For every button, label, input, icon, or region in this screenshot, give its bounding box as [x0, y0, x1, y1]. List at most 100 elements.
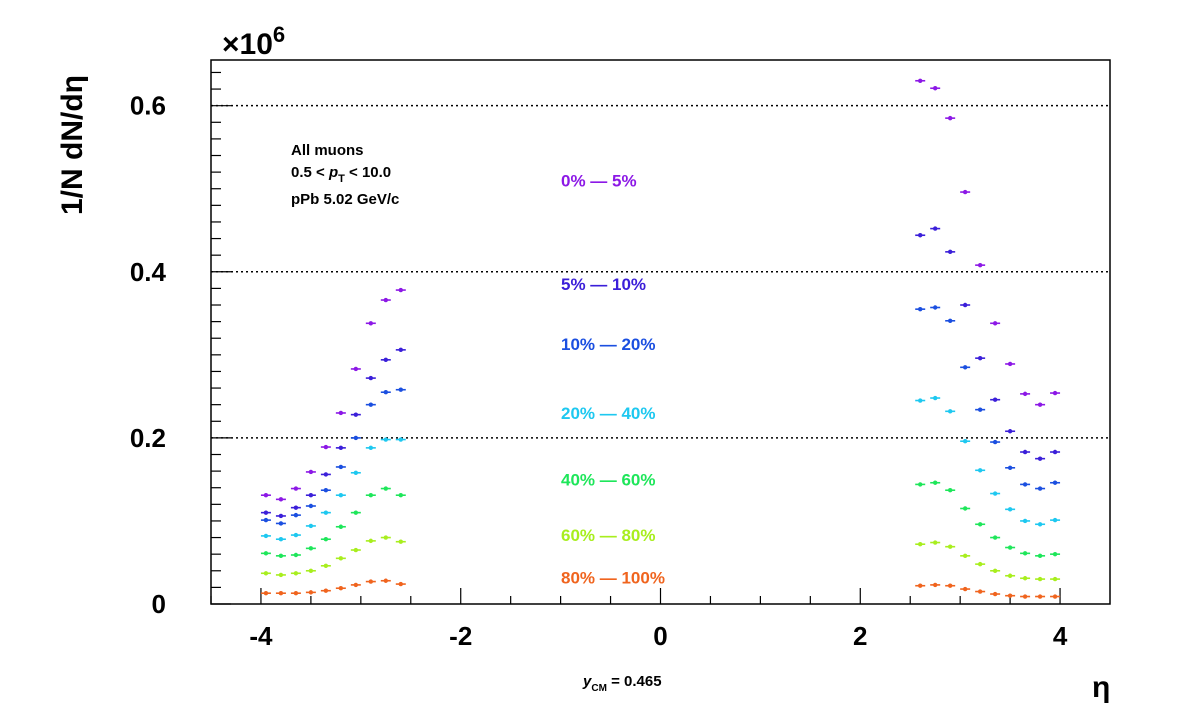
data-point — [323, 444, 329, 450]
data-point — [1022, 594, 1028, 599]
data-point — [263, 533, 269, 539]
data-point — [308, 523, 314, 529]
data-point — [278, 521, 284, 526]
data-point — [308, 503, 314, 509]
data-point — [308, 546, 314, 551]
data-point — [1052, 480, 1058, 485]
data-point — [398, 493, 403, 498]
data-point — [1037, 553, 1043, 559]
data-point — [383, 437, 389, 442]
data-point — [1007, 573, 1013, 578]
data-point — [293, 505, 299, 510]
data-point — [1022, 482, 1028, 487]
data-point — [947, 115, 953, 121]
axis-ticks — [210, 71, 1061, 605]
data-point — [1037, 576, 1043, 582]
data-point — [293, 552, 299, 558]
data-point — [323, 510, 329, 515]
data-point — [398, 287, 403, 293]
data-point — [992, 568, 998, 573]
data-point — [977, 561, 983, 567]
data-point — [383, 390, 389, 395]
data-point — [932, 540, 938, 545]
data-point — [353, 510, 359, 515]
data-point — [962, 189, 968, 195]
y-tick-label: 0 — [152, 589, 166, 619]
data-point — [353, 412, 359, 417]
data-point — [353, 547, 359, 553]
data-point — [1007, 429, 1013, 434]
data-point — [368, 321, 374, 326]
data-point — [338, 586, 344, 591]
data-point — [263, 493, 269, 498]
data-point — [383, 535, 389, 540]
data-point — [278, 513, 284, 519]
annotation-collision-system: pPb 5.02 GeV/c — [291, 191, 399, 208]
data-point — [947, 583, 953, 588]
data-point — [1007, 507, 1013, 512]
data-point — [293, 532, 299, 538]
data-point — [992, 535, 998, 540]
data-point — [1052, 517, 1058, 523]
data-point — [977, 355, 983, 361]
series-label: 60% — 80% — [561, 526, 656, 545]
data-point — [932, 86, 938, 91]
x-axis-label: η — [1092, 671, 1110, 704]
data-point — [1022, 449, 1028, 455]
data-point — [353, 470, 359, 475]
data-point — [323, 472, 329, 477]
data-point — [263, 591, 269, 596]
data-point — [1052, 576, 1058, 582]
data-point — [1037, 522, 1043, 527]
data-point — [353, 582, 359, 588]
data-point — [992, 491, 998, 496]
data-point — [918, 583, 923, 588]
data-point — [398, 347, 403, 353]
data-point — [383, 578, 389, 583]
annotation-pt-range: 0.5 < pT < 10.0 — [291, 164, 391, 185]
data-point — [293, 512, 299, 518]
data-point — [992, 321, 998, 326]
data-point — [398, 581, 403, 587]
data-point — [398, 387, 403, 392]
data-point — [353, 435, 359, 441]
data-point — [368, 445, 374, 451]
y-tick-label: 0.4 — [130, 257, 167, 287]
data-point — [992, 591, 998, 597]
series-2 — [260, 305, 1061, 526]
data-point — [932, 480, 938, 485]
data-point — [1022, 551, 1028, 556]
series-labels: 0% — 5% 5% — 10% 10% — 20% 20% — 40% 40% — 6… — [561, 171, 665, 587]
data-point — [1052, 594, 1058, 599]
data-point — [977, 262, 983, 268]
x-tick-label: -2 — [449, 621, 472, 651]
data-point — [1037, 402, 1043, 407]
data-point — [992, 439, 998, 445]
x-tick-label: 4 — [1053, 621, 1068, 651]
data-point — [368, 493, 374, 498]
data-point — [308, 469, 314, 475]
data-point — [947, 249, 953, 255]
data-point — [263, 551, 269, 556]
data-point — [338, 464, 344, 470]
data-point — [1007, 545, 1013, 550]
data-point — [368, 402, 374, 407]
data-point — [962, 586, 968, 592]
series-6 — [260, 578, 1061, 599]
rapidity-shift-note: yCM = 0.465 — [582, 673, 662, 694]
data-point — [308, 493, 314, 498]
data-point — [977, 589, 983, 594]
data-point — [263, 517, 269, 523]
data-point — [1037, 594, 1043, 599]
series-3 — [260, 395, 1061, 542]
series-label: 80% — 100% — [561, 568, 665, 587]
series-5 — [260, 535, 1061, 582]
data-point — [918, 542, 923, 547]
data-point — [308, 590, 314, 595]
data-point — [947, 409, 953, 414]
data-point — [918, 306, 923, 312]
annotation-all-muons: All muons — [291, 142, 364, 159]
data-point — [383, 297, 389, 303]
data-point — [338, 556, 344, 561]
